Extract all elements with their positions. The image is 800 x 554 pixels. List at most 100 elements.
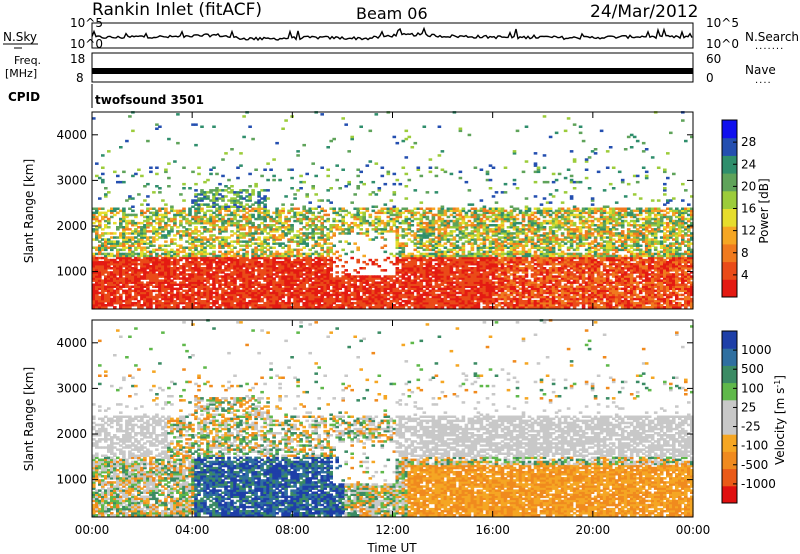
heatmap-cell <box>209 199 213 202</box>
frequency-panel: Freq. [MHz] Nave ···· 18 8 60 0 <box>5 52 776 89</box>
heatmap-cell <box>488 262 493 266</box>
heatmap-cell <box>437 213 442 217</box>
heatmap-cell <box>359 207 363 210</box>
heatmap-cell <box>434 166 439 169</box>
heatmap-cell <box>320 306 324 309</box>
heatmap-cell <box>464 254 469 258</box>
heatmap-cell <box>275 287 279 291</box>
heatmap-cell <box>275 230 279 233</box>
heatmap-cell <box>371 301 376 305</box>
heatmap-cell <box>425 275 430 278</box>
heatmap-cell <box>176 267 180 270</box>
heatmap-cell <box>230 265 234 268</box>
heatmap-cell <box>188 213 192 217</box>
heatmap-cell <box>194 254 198 258</box>
heatmap-cell <box>218 230 222 233</box>
heatmap-cell <box>179 281 183 284</box>
heatmap-cell <box>149 297 153 301</box>
heatmap-cell <box>101 265 105 268</box>
heatmap-cell <box>311 295 315 299</box>
heatmap-cell <box>398 215 403 219</box>
heatmap-cell <box>305 287 309 291</box>
heatmap-cell <box>299 252 303 256</box>
heatmap-cell <box>437 297 442 301</box>
heatmap-cell <box>224 267 228 270</box>
heatmap-cell <box>179 230 183 233</box>
heatmap-cell <box>113 207 117 210</box>
heatmap-cell <box>233 273 237 276</box>
heatmap-cell <box>155 211 159 215</box>
heatmap-cell <box>152 275 156 278</box>
heatmap-cell <box>296 287 300 291</box>
heatmap-cell <box>194 203 198 206</box>
heatmap-cell <box>116 262 120 266</box>
heatmap-cell <box>410 254 415 258</box>
heatmap-cell <box>320 269 324 272</box>
heatmap-cell <box>140 248 144 252</box>
heatmap-cell <box>482 287 487 291</box>
heatmap-cell <box>176 113 180 116</box>
heatmap-cell <box>242 205 246 208</box>
heatmap-cell <box>302 267 306 270</box>
heatmap-cell <box>320 224 324 227</box>
heatmap-cell <box>488 178 493 182</box>
heatmap-cell <box>104 219 108 223</box>
heatmap-cell <box>329 281 333 284</box>
heatmap-cell <box>227 199 231 202</box>
heatmap-cell <box>128 285 132 288</box>
heatmap-cell <box>434 242 439 245</box>
heatmap-cell <box>437 154 442 157</box>
heatmap-cell <box>131 262 135 266</box>
heatmap-cell <box>299 232 303 235</box>
heatmap-cell <box>221 297 225 301</box>
heatmap-cell <box>215 287 219 291</box>
heatmap-cell <box>206 293 210 297</box>
heatmap-cell <box>461 252 466 256</box>
heatmap-cell <box>413 244 418 247</box>
heatmap-cell <box>209 287 213 291</box>
heatmap-cell <box>446 207 451 210</box>
heatmap-cell <box>113 281 117 284</box>
heatmap-cell <box>242 189 246 192</box>
heatmap-cell <box>161 297 165 301</box>
heatmap-cell <box>284 232 288 235</box>
heatmap-cell <box>428 279 433 282</box>
heatmap-cell <box>446 299 451 303</box>
heatmap-cell <box>224 207 228 210</box>
heatmap-cell <box>92 258 96 262</box>
heatmap-cell <box>491 291 496 295</box>
heatmap-cell <box>110 211 114 215</box>
heatmap-cell <box>395 232 400 235</box>
heatmap-cell <box>251 256 255 260</box>
heatmap-cell <box>134 236 138 239</box>
heatmap-cell <box>446 254 451 258</box>
heatmap-cell <box>284 254 288 258</box>
heatmap-cell <box>131 232 135 235</box>
heatmap-cell <box>269 215 273 219</box>
heatmap-cell <box>461 287 466 291</box>
heatmap-cell <box>227 304 231 307</box>
heatmap-cell <box>185 221 189 225</box>
heatmap-cell <box>182 246 186 249</box>
heatmap-cell <box>419 293 424 297</box>
heatmap-cell <box>356 246 360 249</box>
heatmap-cell <box>278 221 282 225</box>
heatmap-cell <box>308 297 312 301</box>
heatmap-cell <box>404 304 409 307</box>
heatmap-cell <box>170 285 174 288</box>
heatmap-cell <box>377 299 382 303</box>
heatmap-cell <box>104 293 108 297</box>
heatmap-cell <box>212 252 216 256</box>
heatmap-cell <box>146 221 150 225</box>
heatmap-cell <box>422 279 427 282</box>
heatmap-cell <box>404 291 409 295</box>
heatmap-cell <box>254 248 258 252</box>
heatmap-cell <box>275 141 279 145</box>
heatmap-cell <box>134 262 138 266</box>
heatmap-cell <box>344 289 348 293</box>
heatmap-cell <box>257 244 261 247</box>
heatmap-cell <box>278 252 282 256</box>
heatmap-cell <box>263 258 267 262</box>
heatmap-cell <box>179 267 183 270</box>
heatmap-cell <box>365 221 370 225</box>
